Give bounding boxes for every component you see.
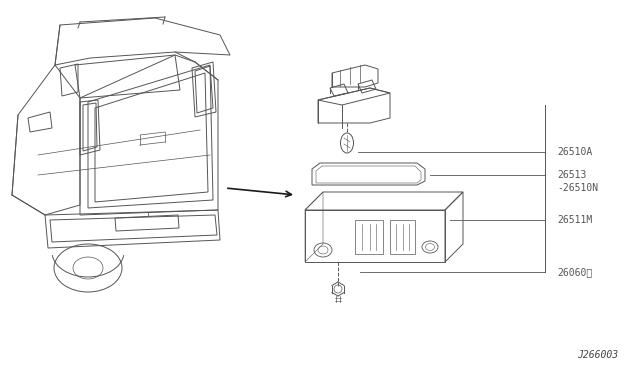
Text: -26510N: -26510N [557,183,598,193]
Text: 26513: 26513 [557,170,586,180]
Text: 26060ᴅ: 26060ᴅ [557,267,592,277]
Text: J266003: J266003 [577,350,618,360]
Text: 26510A: 26510A [557,147,592,157]
Text: 26511M: 26511M [557,215,592,225]
